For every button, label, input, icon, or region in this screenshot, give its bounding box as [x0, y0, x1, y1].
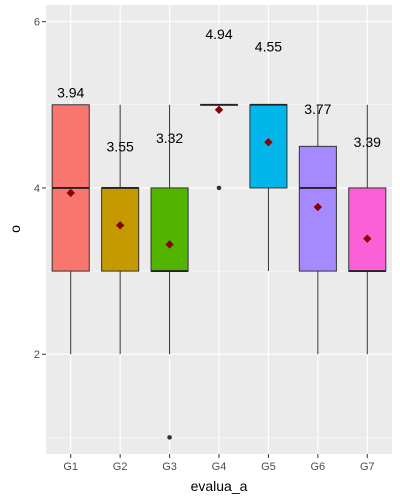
- x-axis: G1 G2 G3 G4 G5 G6 G7: [63, 454, 375, 473]
- x-axis-title: evalua_a: [191, 478, 248, 494]
- mean-marker: [115, 221, 125, 230]
- mean-label: 3.77: [304, 101, 331, 117]
- x-tick-label: G5: [261, 461, 276, 473]
- x-tick-label: G6: [311, 461, 326, 473]
- x-tick-label: G3: [162, 461, 177, 473]
- mean-label: 3.55: [107, 138, 134, 154]
- outlier-point: [216, 185, 222, 191]
- boxes-layer: [51, 103, 387, 440]
- y-tick-label: 6: [34, 17, 40, 29]
- mean-label: 3.94: [57, 84, 84, 100]
- y-tick-label: 4: [34, 183, 40, 195]
- mean-label: 4.94: [205, 26, 232, 42]
- box-g3: [150, 187, 189, 272]
- y-axis: 2 4 6: [34, 17, 46, 361]
- mean-marker: [313, 202, 323, 212]
- mean-label: 3.32: [156, 130, 183, 146]
- mean-labels-layer: 3.94 3.55 3.32 4.94 4.55 3.77 3.39: [57, 26, 381, 154]
- mean-marker: [264, 137, 273, 147]
- mean-markers-layer: [66, 105, 372, 249]
- x-tick-label: G1: [63, 461, 78, 473]
- outlier-point: [167, 435, 172, 440]
- mean-marker: [165, 240, 174, 249]
- mean-marker: [214, 105, 224, 114]
- x-tick-label: G4: [212, 461, 227, 473]
- mean-label: 3.39: [354, 134, 381, 150]
- mean-marker: [66, 188, 75, 198]
- mean-label: 4.55: [255, 39, 282, 55]
- y-tick-label: 2: [34, 349, 40, 361]
- box-g7: [348, 187, 387, 272]
- x-tick-label: G2: [113, 461, 128, 473]
- mean-marker: [363, 234, 372, 243]
- y-axis-title: o: [7, 225, 23, 233]
- x-tick-label: G7: [360, 461, 375, 473]
